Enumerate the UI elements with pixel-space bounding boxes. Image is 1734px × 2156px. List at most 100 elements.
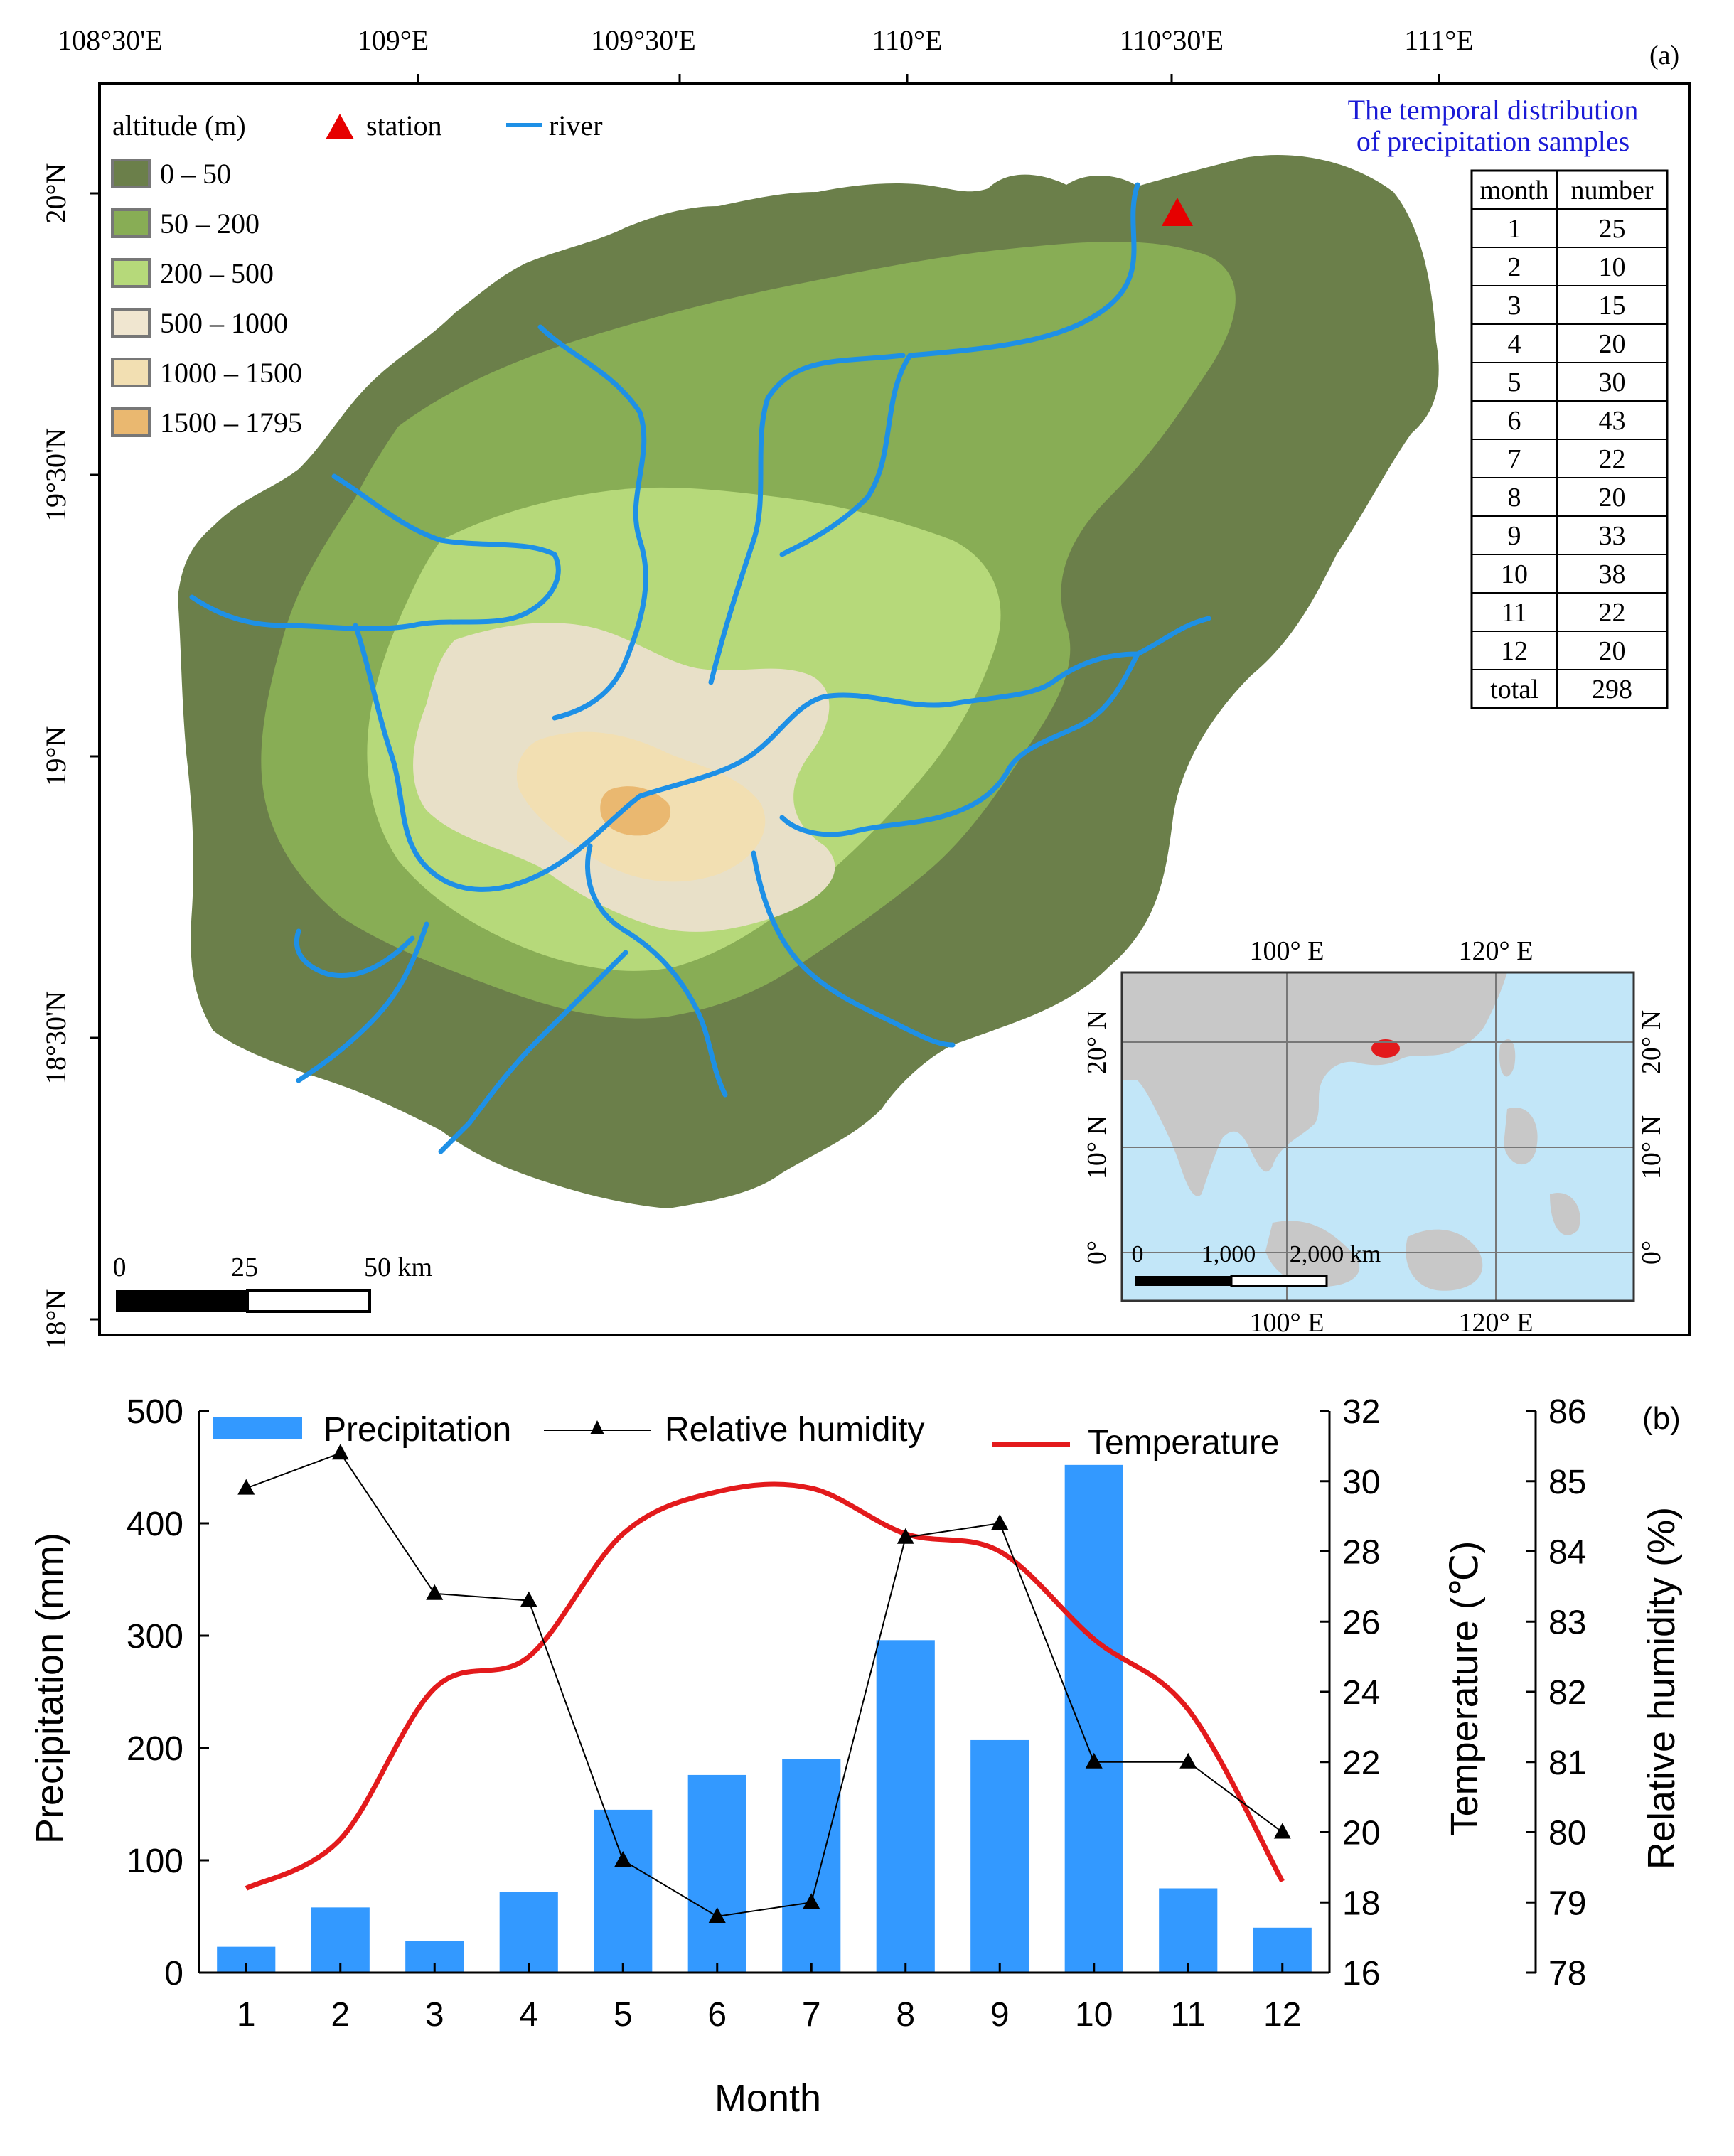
panel-b-label: (b) — [1642, 1401, 1681, 1436]
station-marker — [1162, 198, 1193, 226]
humidity-marker — [897, 1528, 914, 1544]
legend-class-label: 200 – 500 — [160, 257, 274, 289]
river-south-1 — [585, 843, 728, 1098]
lon-tick-label: 110°30'E — [1120, 24, 1224, 56]
lat-tick-label: 18°30'N — [40, 991, 72, 1085]
samples-table: The temporal distribution of precipitati… — [1348, 94, 1669, 709]
y-right-outer-title: Relative humidity (%) — [1640, 1507, 1683, 1870]
table-cell-number: 20 — [1599, 329, 1626, 359]
map-legend: altitude (m) station river 0 – 50 50 – 2… — [111, 109, 603, 439]
lat-tick-label: 20°N — [40, 163, 72, 224]
table-title-line1: The temporal distribution — [1348, 94, 1639, 126]
inset-frame — [1120, 971, 1635, 1302]
river-west — [537, 324, 648, 721]
inset-right-tick: 0° — [1637, 1240, 1666, 1265]
table-cell-month: 7 — [1508, 444, 1521, 474]
hainan-island — [178, 155, 1439, 1208]
scale-label: 50 km — [364, 1253, 432, 1282]
table-cell-month: 12 — [1501, 636, 1528, 666]
y-right-outer-tick-label: 85 — [1548, 1464, 1586, 1501]
legend-rh-label: Relative humidity — [665, 1411, 924, 1449]
panel-a-label: (a) — [1649, 41, 1679, 70]
y-right-outer-tick-label: 78 — [1548, 1955, 1586, 1993]
y-right-inner-tick-label: 18 — [1342, 1884, 1380, 1922]
inset-left-tick: 10° N — [1082, 1115, 1112, 1179]
y-right-inner-tick-label: 28 — [1342, 1534, 1380, 1572]
terrain-peaks — [600, 786, 671, 836]
river-southwest-2 — [294, 928, 415, 979]
table-cell-month: 4 — [1508, 329, 1521, 359]
inset-scale: 0 1,000 2,000 km — [1132, 1241, 1381, 1287]
x-tick-label: 6 — [707, 1996, 727, 2034]
table-cell-month: 10 — [1501, 559, 1528, 589]
legend-station-icon — [326, 114, 354, 139]
map-scale-bar: 0 25 50 km — [113, 1253, 432, 1313]
table-cell-number: 25 — [1599, 214, 1626, 244]
river-nandu — [779, 182, 1140, 557]
inset-scale-label: 1,000 — [1202, 1241, 1256, 1267]
map-top-tick-marks — [417, 74, 1440, 84]
river-nandu-lower — [708, 353, 906, 685]
humidity-marker — [331, 1444, 349, 1460]
inset-land — [1122, 972, 1507, 1196]
river-changhua — [189, 473, 561, 631]
table-cell-month: 2 — [1508, 252, 1521, 282]
y-left-title: Precipitation (mm) — [28, 1533, 71, 1844]
humidity-marker — [614, 1851, 632, 1867]
precip-bar — [499, 1892, 558, 1973]
table-cell-month: 6 — [1508, 406, 1521, 436]
precip-bar — [1159, 1888, 1218, 1973]
y-right-outer-tick-label: 79 — [1548, 1884, 1586, 1922]
table-cell-number: 22 — [1599, 444, 1626, 474]
table-cell-month: 1 — [1508, 214, 1521, 244]
y-right-inner-tick-label: 24 — [1342, 1674, 1380, 1712]
inset-left-tick: 0° — [1082, 1240, 1112, 1265]
river-south-3 — [438, 950, 628, 1154]
legend-temp-label: Temperature — [1088, 1424, 1279, 1462]
x-axis-title: Month — [715, 2077, 821, 2120]
x-tick-label: 7 — [802, 1996, 821, 2034]
legend-precip-label: Precipitation — [323, 1411, 511, 1449]
x-tick-label: 1 — [237, 1996, 256, 2034]
legend-rh-marker — [590, 1420, 604, 1434]
table-cell-number: 20 — [1599, 636, 1626, 666]
scale-bar-black — [116, 1290, 247, 1312]
table-header-number: number — [1570, 176, 1653, 205]
precip-bar — [782, 1759, 841, 1973]
table-cell-month: 9 — [1508, 521, 1521, 551]
table-cell-month: 8 — [1508, 483, 1521, 513]
y-right-outer-tick-label: 84 — [1548, 1534, 1586, 1572]
x-tick-label: 4 — [519, 1996, 538, 2034]
lat-tick-label: 19°N — [40, 726, 72, 787]
legend-class-label: 50 – 200 — [160, 208, 259, 240]
x-tick-label: 12 — [1263, 1996, 1301, 2034]
legend-river-label: river — [549, 109, 603, 141]
table-cell-number: 298 — [1592, 675, 1632, 704]
map-left-ticks: 20°N 19°30'N 19°N 18°30'N 18°N — [40, 163, 72, 1350]
y-left-tick-label: 100 — [127, 1843, 183, 1880]
table-header-month: month — [1479, 176, 1548, 205]
y-left-tick-label: 400 — [127, 1506, 183, 1543]
y-right-outer-tick-label: 82 — [1548, 1674, 1586, 1712]
inset-left-tick: 20° N — [1082, 1010, 1112, 1074]
y-right-outer-tick-label: 83 — [1548, 1604, 1586, 1641]
river-southwest — [296, 921, 429, 1083]
humidity-marker — [991, 1514, 1009, 1530]
inset-graticule — [1122, 972, 1634, 1301]
y-right-inner-tick-label: 22 — [1342, 1744, 1380, 1782]
precip-bar — [594, 1809, 653, 1973]
inset-ticks: 100° E 120° E 100° E 120° E 20° N 10° N … — [1082, 936, 1666, 1338]
legend-swatch — [111, 159, 151, 188]
inset-right-tick: 10° N — [1637, 1115, 1666, 1179]
lon-tick-label: 111°E — [1404, 24, 1473, 56]
legend-swatch — [111, 208, 151, 238]
table-cell-number: 33 — [1599, 521, 1626, 551]
table-cell-number: 15 — [1599, 291, 1626, 321]
map-left-tick-marks — [90, 192, 100, 1321]
inset-bottom-tick: 120° E — [1459, 1308, 1534, 1338]
table-cell-number: 43 — [1599, 406, 1626, 436]
y-left-tick-label: 500 — [127, 1393, 183, 1431]
humidity-marker — [237, 1479, 255, 1495]
humidity-marker — [803, 1893, 820, 1909]
